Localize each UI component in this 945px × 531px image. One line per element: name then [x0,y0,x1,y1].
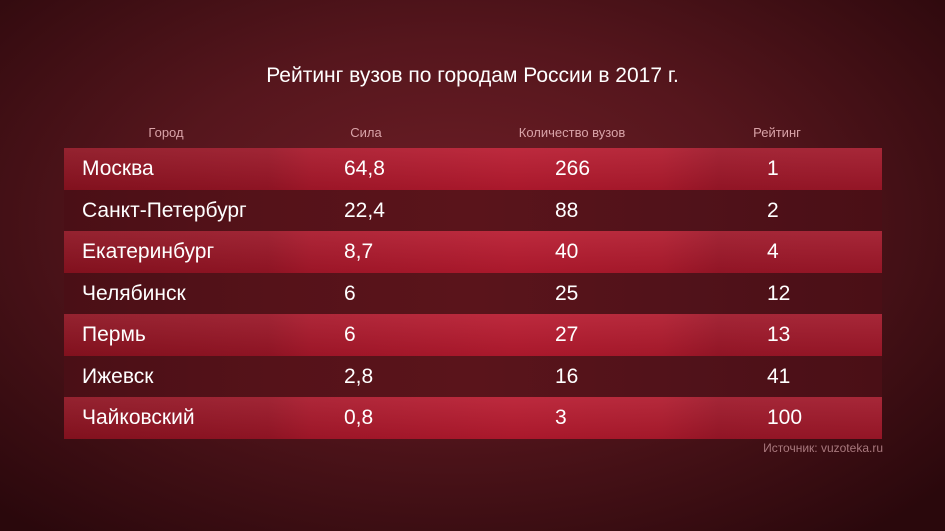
table-row: Ижевск 2,8 16 41 [64,355,882,397]
cell-count: 16 [555,364,579,388]
cell-power: 6 [344,323,356,346]
cell-power: 0,8 [344,406,374,429]
cell-count: 88 [555,198,579,222]
cell-rank: 1 [767,157,779,180]
cell-city: Ижевск [82,364,154,388]
cell-rank: 41 [767,364,791,388]
table-row: Санкт-Петербург 22,4 88 2 [64,189,882,231]
cell-city: Чайковский [82,406,195,429]
table-row: Челябинск 6 25 12 [64,272,882,314]
table-row: Чайковский 0,8 3 100 [64,397,882,439]
cell-rank: 13 [767,323,791,346]
cell-count: 40 [555,240,579,263]
table-row: Москва 64,8 266 1 [64,148,882,190]
cell-rank: 12 [767,281,791,305]
header-city: Город [148,125,184,140]
cell-city: Челябинск [82,281,186,305]
table-row: Пермь 6 27 13 [64,314,882,356]
cell-rank: 100 [767,406,803,429]
source-note: Источник: vuzoteka.ru [763,441,883,455]
cell-count: 266 [555,157,591,180]
cell-city: Москва [82,157,154,180]
cell-power: 64,8 [344,157,385,180]
cell-power: 6 [344,281,356,305]
cell-rank: 4 [767,240,779,263]
cell-rank: 2 [767,198,779,222]
cell-count: 27 [555,323,579,346]
table-row: Екатеринбург 8,7 40 4 [64,231,882,273]
cell-city: Пермь [82,323,146,346]
cell-city: Санкт-Петербург [82,198,247,222]
header-rank: Рейтинг [753,125,801,140]
table-body: Москва 64,8 266 1 Санкт-Петербург 22,4 8… [64,148,882,439]
header-count: Количество вузов [518,125,626,140]
cell-power: 22,4 [344,198,385,222]
cell-city: Екатеринбург [82,240,215,263]
cell-count: 25 [555,281,579,305]
cell-count: 3 [555,406,567,429]
header-power: Сила [350,125,382,140]
table-header: Город Сила Количество вузов Рейтинг [0,125,945,145]
cell-power: 8,7 [344,240,374,263]
chart-title: Рейтинг вузов по городам России в 2017 г… [266,64,679,87]
cell-power: 2,8 [344,364,374,388]
